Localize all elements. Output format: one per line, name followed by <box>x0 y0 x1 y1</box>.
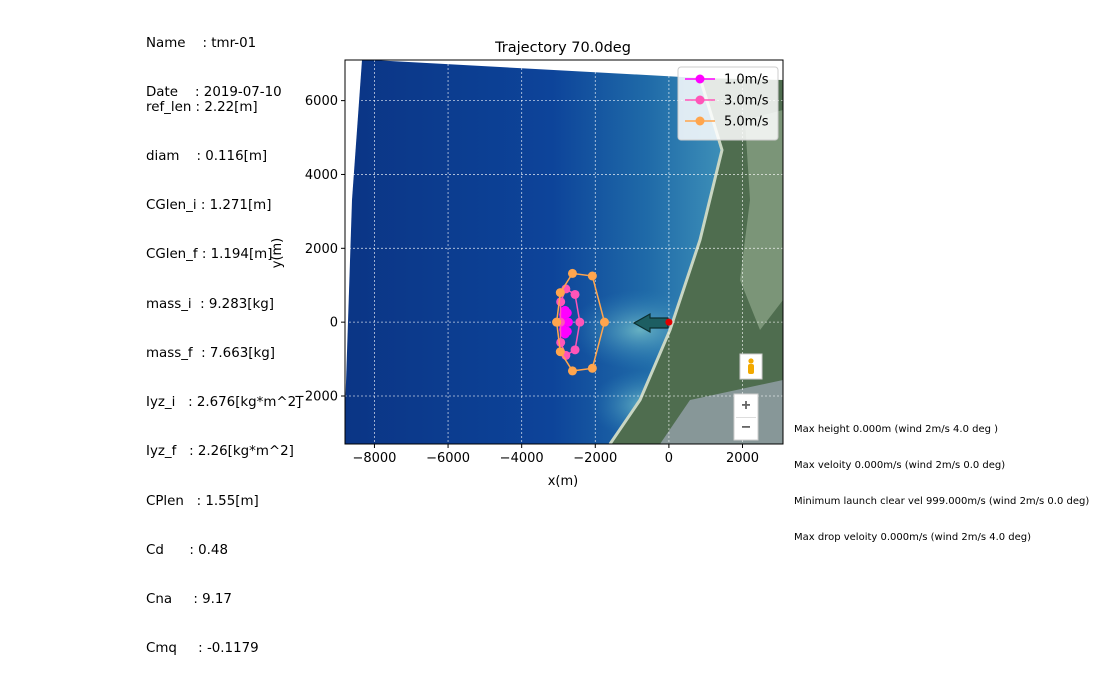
data-point <box>555 288 565 298</box>
param-line: mass_i : 9.283[kg] <box>146 296 274 312</box>
data-point <box>567 268 577 278</box>
x-tick-label: 0 <box>665 451 673 466</box>
series-1 <box>557 305 573 339</box>
data-point <box>562 308 572 318</box>
x-axis-label: x(m) <box>548 474 579 489</box>
legend-label: 3.0m/s <box>724 94 769 109</box>
legend-item: 3.0m/s <box>685 94 769 109</box>
data-point <box>575 317 585 327</box>
data-point <box>563 317 573 327</box>
y-axis-label: y(m) <box>270 238 285 269</box>
data-point <box>556 337 566 347</box>
note-line: Minimum launch clear vel 999.000m/s (win… <box>794 496 1090 507</box>
legend-swatch-marker <box>695 116 705 126</box>
land-fields <box>740 110 783 330</box>
x-axis: −8000 −6000 −4000 −2000 0 2000 <box>352 444 759 466</box>
data-point <box>559 325 569 335</box>
wind-arrow <box>632 312 669 334</box>
launch-point <box>665 318 673 326</box>
y-tick-label: 6000 <box>305 94 338 109</box>
pegman-icon <box>748 358 754 374</box>
y-tick-label: 0 <box>330 316 338 331</box>
legend-item: 1.0m/s <box>685 73 769 88</box>
name-line: Name : tmr-01 <box>146 35 257 51</box>
data-point <box>570 289 580 299</box>
header-info: Name : tmr-01 Date : 2019-07-10 <box>146 3 282 118</box>
param-line: Cd : 0.48 <box>146 542 228 558</box>
grid <box>345 60 783 444</box>
data-point <box>599 317 609 327</box>
legend-label: 5.0m/s <box>724 115 769 130</box>
param-line: CGlen_i : 1.271[m] <box>146 198 272 214</box>
note-line: Max height 0.000m (wind 2m/s 4.0 deg ) <box>794 424 999 435</box>
trajectory-chart: −8000 −6000 −4000 −2000 0 2000 −2000 0 2000 4000… <box>270 40 784 489</box>
y-axis: −2000 0 2000 4000 6000 <box>294 94 345 405</box>
data-point <box>570 345 580 355</box>
x-tick-label: −6000 <box>426 451 470 466</box>
param-line: Iyz_i : 2.676[kg*m^2] <box>146 395 302 411</box>
legend-swatch-marker <box>695 74 705 84</box>
plot-frame <box>344 59 784 445</box>
data-point <box>556 297 566 307</box>
note-line: Max drop veloity 0.000m/s (wind 2m/s 4.0… <box>794 532 1032 543</box>
chart-title: Trajectory 70.0deg <box>494 40 631 56</box>
legend-swatch-marker <box>695 95 705 105</box>
series-3 <box>552 268 609 376</box>
data-point <box>567 366 577 376</box>
zoom-in-icon[interactable] <box>742 401 750 409</box>
map-toolbar <box>733 353 763 441</box>
wind-arrow-icon <box>632 312 669 334</box>
param-line: diam : 0.116[m] <box>146 149 268 165</box>
x-tick-label: −4000 <box>500 451 544 466</box>
legend-item: 5.0m/s <box>685 115 769 130</box>
y-tick-label: −2000 <box>294 390 338 405</box>
zoom-out-icon[interactable] <box>742 426 750 428</box>
y-tick-label: 4000 <box>305 168 338 183</box>
legend: 1.0m/s 3.0m/s 5.0m/s <box>677 66 779 141</box>
param-line: Iyz_f : 2.26[kg*m^2] <box>146 444 294 460</box>
x-tick-label: −8000 <box>352 451 396 466</box>
legend-label: 1.0m/s <box>724 73 769 88</box>
data-point <box>587 271 597 281</box>
param-line: ref_len : 2.22[m] <box>146 99 258 115</box>
date-line: Date : 2019-07-10 <box>146 85 282 101</box>
data-point <box>587 363 597 373</box>
x-tick-label: 2000 <box>726 451 759 466</box>
map-land <box>610 78 783 444</box>
param-line: mass_f : 7.663[kg] <box>146 345 275 361</box>
data-point <box>552 317 562 327</box>
param-line: CGlen_f : 1.194[m] <box>146 247 273 263</box>
results-notes: Max height 0.000m (wind 2m/s 4.0 deg ) M… <box>794 400 1089 556</box>
note-line: Max veloity 0.000m/s (wind 2m/s 0.0 deg) <box>794 460 1006 471</box>
data-point <box>555 347 565 357</box>
param-line: Cmq : -0.1179 <box>146 641 259 657</box>
zoom-divider <box>736 417 756 418</box>
x-tick-label: −2000 <box>573 451 617 466</box>
param-line: Cna : 9.17 <box>146 592 232 607</box>
series-layer <box>552 268 609 376</box>
y-tick-label: 2000 <box>305 242 338 257</box>
